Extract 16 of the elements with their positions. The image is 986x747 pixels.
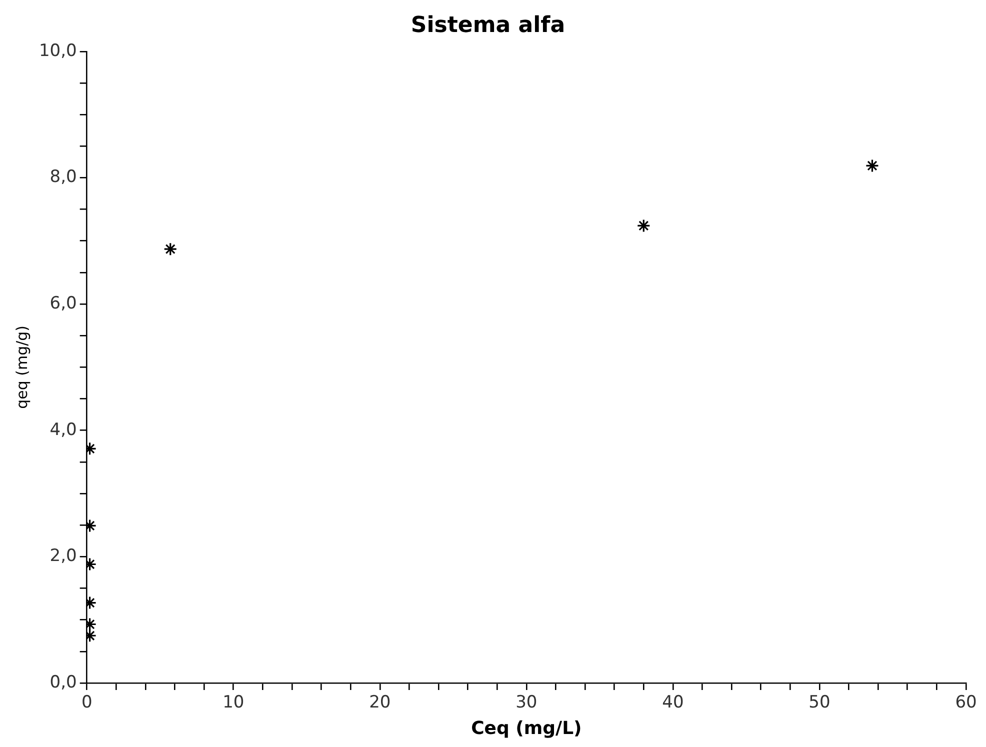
y-tick-label: 0,0 xyxy=(50,672,77,692)
x-tick-label: 30 xyxy=(516,692,538,713)
y-tick-label: 4,0 xyxy=(50,420,77,440)
x-tick-label: 0 xyxy=(81,692,92,713)
x-tick-label: 10 xyxy=(222,692,244,713)
x-tick-label: 20 xyxy=(369,692,391,713)
y-tick-label: 6,0 xyxy=(50,293,77,314)
y-tick-label: 10,0 xyxy=(38,40,77,61)
x-tick-label: 50 xyxy=(808,692,830,713)
x-axis-title: Ceq (mg/L) xyxy=(471,718,582,739)
x-tick-label: 60 xyxy=(955,692,977,713)
y-tick-label: 8,0 xyxy=(50,167,77,188)
y-axis-title: qeq (mg/g) xyxy=(12,325,31,409)
y-tick-label: 2,0 xyxy=(50,546,77,566)
x-tick-label: 40 xyxy=(662,692,684,713)
chart-title: Sistema alfa xyxy=(410,12,566,38)
